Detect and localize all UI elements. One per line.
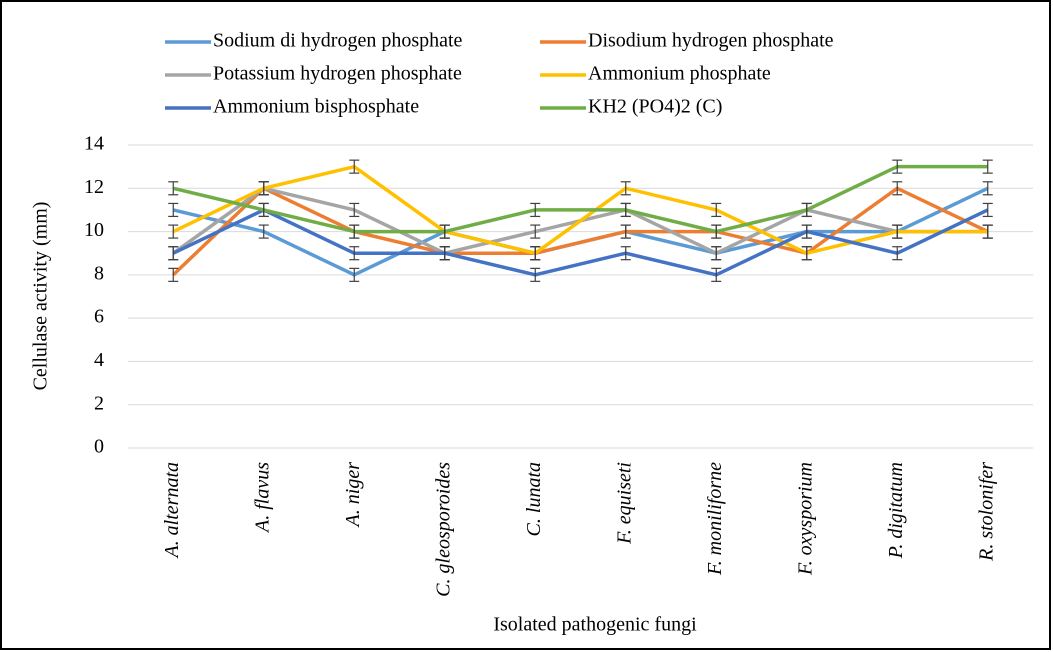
y-tick-label: 2 xyxy=(94,392,104,414)
y-axis-label: Cellulase activity (mm) xyxy=(30,202,52,391)
x-tick-label: C. gleosporoides xyxy=(432,462,454,597)
error-bar xyxy=(801,224,812,239)
legend-label: Ammonium phosphate xyxy=(588,63,771,85)
error-bar xyxy=(349,246,360,261)
x-tick-label: R. stolonifer xyxy=(975,462,997,562)
error-bar xyxy=(892,246,903,261)
x-tick-label: A. niger xyxy=(342,462,364,529)
legend-label: Ammonium bisphosphate xyxy=(213,96,419,118)
error-bar xyxy=(711,267,722,282)
error-bar xyxy=(168,224,179,239)
error-bar xyxy=(530,202,541,218)
error-bar xyxy=(892,224,903,239)
y-tick-label: 6 xyxy=(94,306,104,328)
error-bar xyxy=(349,224,360,239)
error-bar xyxy=(349,159,360,174)
error-bar xyxy=(892,159,903,174)
x-tick-label: A. alternata xyxy=(161,462,183,560)
error-bar xyxy=(982,224,993,239)
error-bar xyxy=(439,246,450,261)
legend-label: KH2 (PO4)2 (C) xyxy=(588,96,722,118)
error-bar xyxy=(168,181,179,196)
error-bar xyxy=(530,267,541,282)
error-bar xyxy=(620,181,631,196)
y-tick-label: 4 xyxy=(94,349,104,371)
series-line xyxy=(172,208,989,277)
x-axis-label: Isolated pathogenic fungi xyxy=(493,614,697,636)
x-tick-label: P. digitatum xyxy=(885,462,907,559)
x-tick-label: F. moniliforne xyxy=(704,462,726,576)
error-bar xyxy=(168,267,179,282)
error-bar xyxy=(711,202,722,218)
error-bar xyxy=(258,224,269,239)
series-line xyxy=(172,164,988,234)
legend-label: Potassium hydrogen phosphate xyxy=(213,63,462,85)
error-bar xyxy=(892,181,903,196)
error-bar xyxy=(439,224,450,239)
x-tick-label: C. lunata xyxy=(523,462,545,536)
legend-label: Sodium di hydrogen phosphate xyxy=(213,30,463,52)
error-bar xyxy=(168,202,179,218)
error-bar xyxy=(349,267,360,282)
error-bar xyxy=(711,224,722,239)
y-tick-label: 14 xyxy=(84,133,104,155)
y-tick-label: 12 xyxy=(84,176,104,198)
error-bar xyxy=(982,202,993,218)
y-tick-label: 10 xyxy=(84,219,104,241)
x-tick-label: F. equiseti xyxy=(613,462,635,545)
x-tick-label: F. oxysporium xyxy=(794,462,816,576)
error-bar xyxy=(168,246,179,261)
error-bar xyxy=(258,181,269,196)
error-bar xyxy=(711,246,722,261)
y-tick-label: 8 xyxy=(94,262,104,284)
error-bar xyxy=(258,202,269,218)
error-bar xyxy=(801,202,812,218)
error-bar xyxy=(982,159,993,174)
y-tick-label: 0 xyxy=(94,436,104,458)
error-bar xyxy=(620,246,631,261)
x-tick-label: A. flavus xyxy=(251,462,273,534)
error-bar xyxy=(801,246,812,261)
error-bar xyxy=(982,181,993,196)
error-bar xyxy=(620,202,631,218)
error-bar xyxy=(530,246,541,261)
error-bar xyxy=(620,224,631,239)
legend-label: Disodium hydrogen phosphate xyxy=(588,30,834,52)
error-bar xyxy=(530,224,541,239)
error-bar xyxy=(349,202,360,218)
